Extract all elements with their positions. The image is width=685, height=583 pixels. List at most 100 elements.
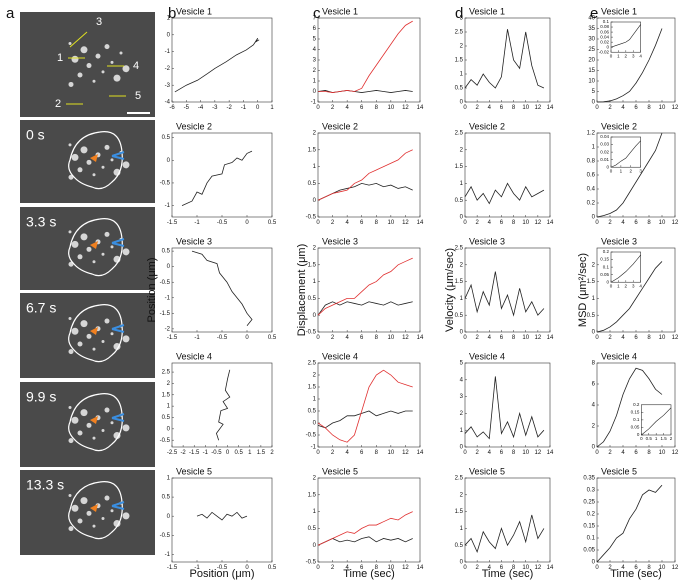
bright-spot: [122, 161, 130, 169]
y-tick-label: 2: [460, 492, 464, 498]
x-tick-label: 8: [512, 220, 516, 226]
bright-spot: [110, 158, 114, 162]
x-tick-label: 12: [402, 335, 409, 341]
y-tick-label: 0: [460, 100, 464, 106]
x-tick-label: 8: [647, 105, 651, 111]
bright-spot: [80, 320, 88, 328]
y-tick-label: 0.02: [600, 149, 609, 154]
data-line: [191, 250, 253, 327]
chart-title: Vesicle 4: [469, 351, 505, 361]
y-tick-label: -0.5: [160, 181, 171, 187]
data-line: [464, 514, 545, 554]
x-tick-label: 4: [621, 220, 625, 226]
bright-spot: [77, 341, 83, 347]
bright-spot: [113, 432, 121, 440]
x-tick-label: 0: [245, 565, 249, 571]
chart-title: Vesicle 5: [176, 466, 212, 476]
data-line: [317, 536, 413, 546]
chart-title: Vesicle 2: [469, 121, 505, 131]
bright-spot: [104, 318, 110, 324]
data-line: [596, 132, 663, 218]
y-tick-label: -0.02: [599, 49, 610, 54]
y-tick-label: 1: [460, 296, 464, 302]
y-tick-label: 1.5: [162, 392, 171, 398]
x-tick-label: 4: [488, 565, 492, 571]
y-tick-label: 0.5: [308, 181, 317, 187]
bright-spot: [122, 65, 130, 73]
data-line: [317, 511, 413, 546]
plot-frame: [610, 251, 641, 283]
y-tick-label: 6: [313, 26, 317, 32]
chart-title: Vesicle 1: [176, 6, 212, 16]
bright-spot: [68, 406, 72, 409]
x-tick-label: 12: [535, 450, 542, 456]
y-tick-label: 0.5: [308, 526, 317, 532]
panel-letter: d: [455, 5, 463, 22]
y-tick-label: 1: [313, 279, 317, 285]
cell-outline: [68, 393, 123, 452]
y-tick-label: 2: [592, 262, 596, 268]
x-tick-label: 12: [402, 105, 409, 111]
x-tick-label: 0: [610, 53, 613, 58]
spot-label: 2: [55, 98, 61, 110]
chart-title: Vesicle 1: [322, 6, 358, 16]
y-tick-label: 0.02: [600, 39, 609, 44]
spot-label: 3: [96, 16, 102, 28]
data-line: [596, 367, 663, 448]
bright-spot: [71, 153, 79, 161]
panel-letter: a: [6, 5, 15, 22]
x-tick-label: 8: [647, 335, 651, 341]
chart-title: Vesicle 3: [601, 236, 637, 246]
y-tick-label: 3: [460, 16, 464, 22]
plot-frame: [596, 132, 676, 218]
x-tick-label: 6: [360, 220, 364, 226]
y-tick-label: 0.5: [455, 543, 464, 549]
y-tick-label: 35: [588, 26, 595, 32]
y-tick-label: 6: [592, 382, 596, 388]
bright-spot: [77, 430, 83, 436]
x-tick-label: 6: [360, 105, 364, 111]
y-tick-label: 0: [592, 560, 596, 566]
blue-arrow: [111, 413, 125, 422]
plot-frame: [317, 132, 421, 218]
x-tick-label: 14: [547, 335, 554, 341]
x-tick-label: 2: [670, 436, 673, 441]
x-tick-label: 8: [647, 450, 651, 456]
bright-spot: [86, 422, 92, 428]
y-tick-label: 0: [460, 560, 464, 566]
y-tick-label: 0.25: [583, 500, 595, 506]
bright-spot: [86, 63, 92, 69]
y-tick-label: 0.5: [587, 313, 596, 319]
bright-spot: [92, 173, 96, 177]
cell-outline: [68, 218, 123, 277]
blue-arrow: [111, 324, 125, 333]
y-tick-label: 1.5: [308, 147, 317, 153]
x-tick-label: 0: [595, 450, 599, 456]
y-tick-label: -1: [311, 100, 317, 106]
bright-spot: [119, 51, 123, 55]
y-tick-label: 0: [167, 514, 171, 520]
y-tick-label: 1.5: [455, 509, 464, 515]
x-tick-label: 0: [245, 220, 249, 226]
y-tick-label: 0.04: [600, 134, 609, 139]
plot-frame: [464, 477, 551, 563]
data-line: [464, 376, 545, 440]
orange-arrow: [90, 416, 98, 424]
y-tick-label: 5: [592, 89, 596, 95]
x-tick-label: -1.5: [167, 335, 178, 341]
x-tick-label: 2: [608, 450, 612, 456]
data-line: [464, 182, 545, 205]
x-tick-label: 10: [659, 565, 666, 571]
x-tick-label: 0: [316, 450, 320, 456]
chart-title: Vesicle 5: [322, 466, 358, 476]
x-tick-label: 8: [512, 105, 516, 111]
bright-spot: [122, 248, 130, 256]
y-tick-label: 15: [588, 68, 595, 74]
y-tick-label: -4: [165, 100, 171, 106]
x-tick-label: 8: [375, 220, 379, 226]
x-tick-label: 2: [475, 220, 479, 226]
y-tick-label: 0: [313, 89, 317, 95]
bright-spot: [68, 317, 72, 320]
x-tick-label: 0: [463, 450, 467, 456]
x-tick-label: 12: [672, 565, 679, 571]
